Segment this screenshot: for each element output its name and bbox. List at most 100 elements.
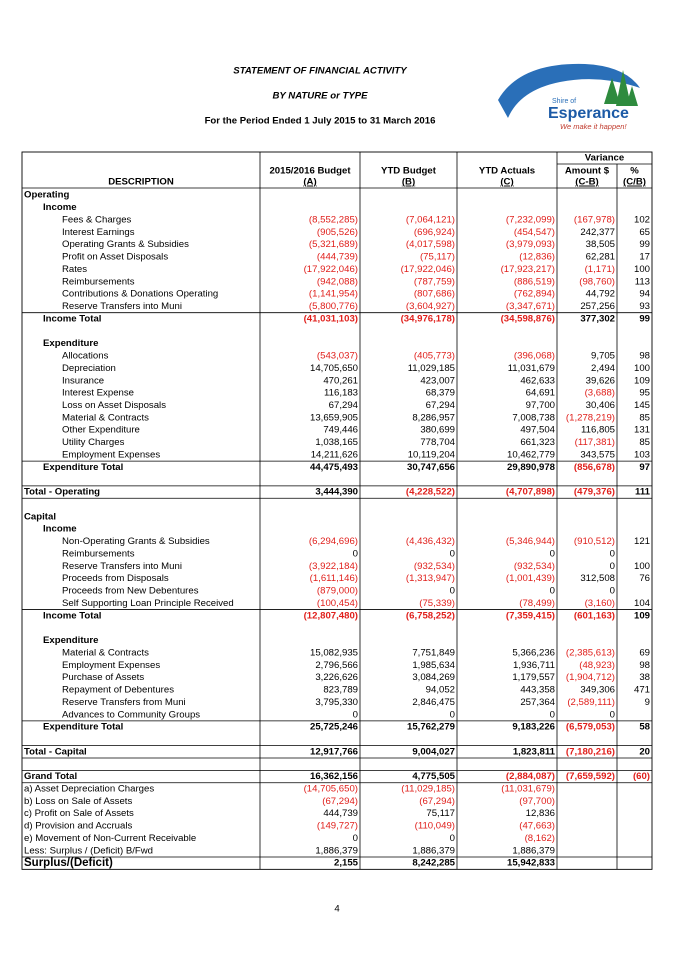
row-label: Rates — [62, 264, 87, 275]
cell-value: (17,922,046) — [304, 264, 358, 275]
row-label: Reimbursements — [62, 276, 135, 287]
cell-value: 1,936,711 — [513, 660, 555, 671]
row-label: Reimbursements — [62, 548, 135, 559]
variance-header: Variance — [585, 153, 624, 164]
row-label: Non-Operating Grants & Subsidies — [62, 536, 210, 547]
row-label: Purchase of Assets — [62, 672, 144, 683]
cell-value: 1,886,379 — [412, 845, 455, 856]
cell-value: 0 — [353, 709, 358, 720]
cell-value: (1,313,947) — [406, 573, 455, 584]
row-label: Proceeds from Disposals — [62, 573, 169, 584]
cell-value: 58 — [639, 722, 650, 733]
row-label: Surplus/(Deficit) — [24, 857, 113, 869]
column-header: (C/B) — [623, 177, 646, 188]
row-label: b) Loss on Sale of Assets — [24, 796, 132, 807]
logo-tagline: We make it happen! — [560, 122, 627, 131]
cell-value: (4,707,898) — [506, 487, 555, 498]
cell-value: (3,160) — [585, 598, 615, 609]
cell-value: (6,294,696) — [309, 536, 358, 547]
row-label: d) Provision and Accruals — [24, 821, 132, 832]
page-number: 4 — [334, 904, 340, 915]
cell-value: 94 — [639, 289, 650, 300]
cell-value: 444,739 — [323, 808, 358, 819]
cell-value: (942,088) — [317, 276, 358, 287]
cell-value: (787,759) — [414, 276, 455, 287]
logo: Shire of Esperance We make it happen! — [498, 63, 640, 131]
row-label: Interest Earnings — [62, 227, 135, 238]
row-label: e) Movement of Non-Current Receivable — [24, 833, 196, 844]
cell-value: 100 — [634, 561, 650, 572]
cell-value: 25,725,246 — [310, 722, 358, 733]
cell-value: 44,475,493 — [310, 462, 358, 473]
cell-value: (8,552,285) — [309, 214, 358, 225]
cell-value: 0 — [450, 709, 455, 720]
table-frame — [21, 151, 653, 870]
cell-value: (3,922,184) — [309, 561, 358, 572]
row-label: Contributions & Donations Operating — [62, 289, 218, 300]
cell-value: (17,923,217) — [501, 264, 555, 275]
cell-value: (100,454) — [317, 598, 358, 609]
cell-value: (2,385,613) — [566, 647, 615, 658]
period: For the Period Ended 1 July 2015 to 31 M… — [205, 116, 436, 127]
cell-value: 11,029,185 — [408, 363, 455, 374]
cell-value: (1,001,439) — [506, 573, 555, 584]
row-label: Total - Operating — [24, 487, 100, 498]
cell-value: 29,890,978 — [507, 462, 556, 473]
cell-value: 13,659,905 — [310, 412, 358, 423]
row-label: Employment Expenses — [62, 449, 160, 460]
cell-value: 462,633 — [520, 375, 555, 386]
cell-value: 109 — [634, 375, 650, 386]
cell-value: (110,049) — [415, 821, 455, 832]
cell-value: 93 — [639, 301, 650, 312]
cell-value: 65 — [639, 227, 650, 238]
cell-value: 97,700 — [526, 400, 555, 411]
cell-value: (1,278,219) — [566, 412, 615, 423]
cell-value: (444,739) — [317, 252, 358, 263]
cell-value: 1,985,634 — [412, 660, 455, 671]
cell-value: (78,499) — [519, 598, 555, 609]
row-label: Other Expenditure — [62, 425, 140, 436]
row-heading: Income — [43, 524, 77, 535]
cell-value: (47,663) — [519, 821, 555, 832]
cell-value: 14,211,626 — [311, 449, 358, 460]
row-label: Depreciation — [62, 363, 116, 374]
cell-value: 100 — [634, 363, 650, 374]
cell-value: 423,007 — [420, 375, 455, 386]
cell-value: 67,294 — [329, 400, 359, 411]
cell-value: (1,611,146) — [310, 573, 358, 584]
row-label: Total - Capital — [24, 746, 87, 757]
row-label: Operating Grants & Subsidies — [62, 239, 189, 250]
cell-value: 131 — [634, 425, 650, 436]
row-label: Income Total — [43, 313, 101, 324]
cell-value: 98 — [639, 660, 650, 671]
cell-value: 68,379 — [426, 388, 455, 399]
cell-value: 15,762,279 — [407, 722, 455, 733]
column-header: DESCRIPTION — [108, 177, 174, 188]
cell-value: (905,526) — [317, 227, 358, 238]
cell-value: (60) — [633, 771, 650, 782]
cell-value: (1,171) — [585, 264, 615, 275]
cell-value: 0 — [550, 548, 555, 559]
row-label: Self Supporting Loan Principle Received — [62, 598, 234, 609]
cell-value: (5,800,776) — [309, 301, 358, 312]
cell-value: (98,760) — [579, 276, 615, 287]
cell-value: (7,659,592) — [566, 771, 615, 782]
cell-value: 380,699 — [420, 425, 455, 436]
cell-value: (67,294) — [419, 796, 455, 807]
cell-value: 343,575 — [580, 449, 615, 460]
cell-value: 94,052 — [426, 685, 455, 696]
cell-value: 39,626 — [586, 375, 615, 386]
cell-value: 11,031,679 — [508, 363, 555, 374]
cell-value: 2,846,475 — [412, 697, 455, 708]
cell-value: 103 — [634, 449, 650, 460]
cell-value: (1,904,712) — [566, 672, 615, 683]
cell-value: 14,705,650 — [310, 363, 358, 374]
cell-value: 377,302 — [580, 313, 615, 324]
cell-value: 76 — [639, 573, 650, 584]
cell-value: (454,547) — [514, 227, 555, 238]
cell-value: (932,534) — [414, 561, 455, 572]
row-label: Allocations — [62, 351, 109, 362]
cell-value: (167,978) — [574, 214, 615, 225]
cell-value: 0 — [610, 561, 615, 572]
